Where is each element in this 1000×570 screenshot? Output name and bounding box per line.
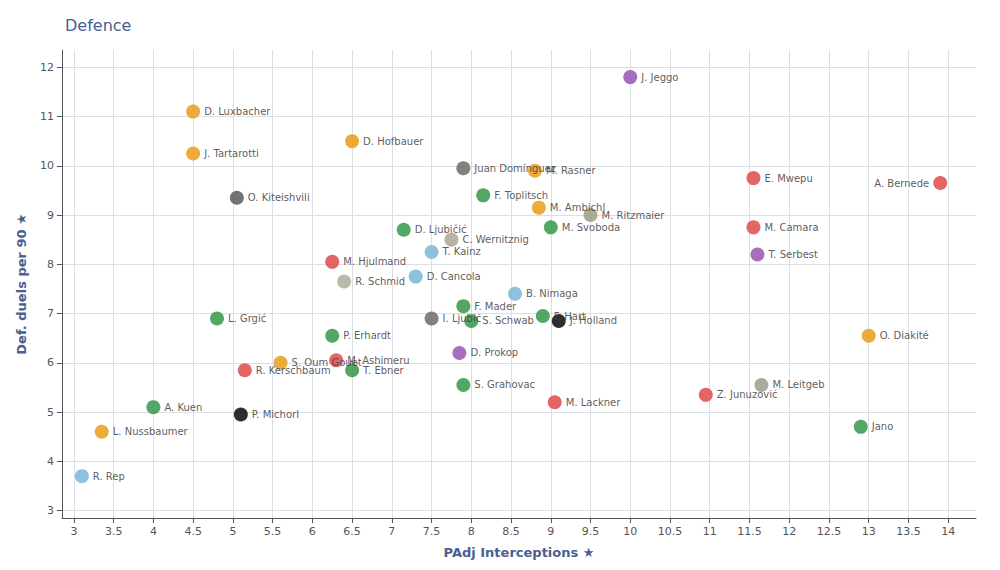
svg-text:10: 10 xyxy=(623,525,637,538)
svg-text:3: 3 xyxy=(47,504,54,517)
svg-text:8.5: 8.5 xyxy=(502,525,520,538)
svg-text:S. Grahovac: S. Grahovac xyxy=(474,379,535,390)
svg-text:M. Lackner: M. Lackner xyxy=(566,397,621,408)
svg-text:L. Nussbaumer: L. Nussbaumer xyxy=(113,426,189,437)
svg-text:O. Kiteishvili: O. Kiteishvili xyxy=(248,192,310,203)
svg-text:D. Luxbacher: D. Luxbacher xyxy=(204,106,271,117)
svg-text:Def. duels per 90 ★: Def. duels per 90 ★ xyxy=(14,213,29,354)
svg-text:M. Rasner: M. Rasner xyxy=(546,165,597,176)
svg-text:12.5: 12.5 xyxy=(817,525,842,538)
svg-text:J. Jeggo: J. Jeggo xyxy=(640,72,678,83)
svg-text:M. Ambichl: M. Ambichl xyxy=(550,202,605,213)
svg-text:3.5: 3.5 xyxy=(105,525,123,538)
svg-text:4: 4 xyxy=(150,525,157,538)
svg-text:Z. Junuzović: Z. Junuzović xyxy=(717,389,778,400)
svg-text:9: 9 xyxy=(547,525,554,538)
svg-text:11: 11 xyxy=(703,525,717,538)
svg-text:7.5: 7.5 xyxy=(423,525,441,538)
svg-text:10.5: 10.5 xyxy=(658,525,683,538)
svg-text:Defence: Defence xyxy=(65,16,131,35)
svg-text:8: 8 xyxy=(47,258,54,271)
svg-text:7: 7 xyxy=(388,525,395,538)
svg-text:L. Grgić: L. Grgić xyxy=(228,313,266,324)
svg-text:M. Ritzmaier: M. Ritzmaier xyxy=(602,210,666,221)
svg-text:A. Kuen: A. Kuen xyxy=(164,402,202,413)
svg-text:4.5: 4.5 xyxy=(184,525,202,538)
svg-text:P. Michorl: P. Michorl xyxy=(252,409,299,420)
svg-text:8: 8 xyxy=(468,525,475,538)
svg-text:B. Nimaga: B. Nimaga xyxy=(526,288,578,299)
svg-text:12: 12 xyxy=(40,61,54,74)
svg-text:I. Ljubić: I. Ljubić xyxy=(443,313,482,324)
svg-text:D. Prokop: D. Prokop xyxy=(470,347,518,358)
svg-text:13.5: 13.5 xyxy=(896,525,921,538)
svg-text:M. Ashimeru: M. Ashimeru xyxy=(347,354,410,366)
svg-text:6: 6 xyxy=(47,356,54,369)
svg-text:10: 10 xyxy=(40,159,54,172)
svg-text:5: 5 xyxy=(47,406,54,419)
svg-text:S. Schwab: S. Schwab xyxy=(482,315,534,326)
svg-text:T. Kainz: T. Kainz xyxy=(442,246,481,257)
svg-text:5.5: 5.5 xyxy=(264,525,282,538)
svg-text:4: 4 xyxy=(47,455,54,468)
svg-text:R. Schmid: R. Schmid xyxy=(355,276,405,287)
svg-text:9: 9 xyxy=(47,209,54,222)
svg-text:F. Toplitsch: F. Toplitsch xyxy=(494,190,548,201)
svg-text:J. Tartarotti: J. Tartarotti xyxy=(203,148,259,159)
svg-text:D. Cancola: D. Cancola xyxy=(427,271,481,282)
svg-text:F. Mader: F. Mader xyxy=(474,301,517,312)
svg-text:5: 5 xyxy=(229,525,236,538)
svg-text:6.5: 6.5 xyxy=(343,525,361,538)
svg-text:M. Hjulmand: M. Hjulmand xyxy=(343,256,406,267)
svg-text:11: 11 xyxy=(40,110,54,123)
svg-text:D. Hofbauer: D. Hofbauer xyxy=(363,136,424,147)
svg-text:Juan Domínguez: Juan Domínguez xyxy=(473,163,556,174)
svg-text:T. Ebner: T. Ebner xyxy=(362,365,404,376)
svg-text:M. Svoboda: M. Svoboda xyxy=(562,222,620,233)
svg-text:M. Leitgeb: M. Leitgeb xyxy=(772,379,824,390)
svg-text:14: 14 xyxy=(941,525,955,538)
svg-text:E. Mwepu: E. Mwepu xyxy=(764,173,812,184)
svg-text:O. Diakité: O. Diakité xyxy=(880,330,929,341)
svg-text:9.5: 9.5 xyxy=(582,525,600,538)
svg-text:11.5: 11.5 xyxy=(737,525,762,538)
svg-text:R. Rep: R. Rep xyxy=(93,471,125,482)
svg-text:M. Camara: M. Camara xyxy=(764,222,818,233)
svg-text:6: 6 xyxy=(309,525,316,538)
svg-text:12: 12 xyxy=(782,525,796,538)
svg-text:Jano: Jano xyxy=(871,421,894,432)
svg-text:PAdj Interceptions ★: PAdj Interceptions ★ xyxy=(444,545,595,560)
svg-text:T. Serbest: T. Serbest xyxy=(767,249,818,260)
svg-text:13: 13 xyxy=(862,525,876,538)
svg-text:A. Bernede: A. Bernede xyxy=(874,178,929,189)
svg-text:7: 7 xyxy=(47,307,54,320)
svg-text:C. Wernitznig: C. Wernitznig xyxy=(462,234,528,245)
svg-text:R. Kerschbaum: R. Kerschbaum xyxy=(256,365,331,376)
svg-text:P. Erhardt: P. Erhardt xyxy=(343,330,391,341)
svg-text:J. Holland: J. Holland xyxy=(569,315,617,326)
svg-text:D. Ljubičić: D. Ljubičić xyxy=(415,224,467,235)
svg-text:3: 3 xyxy=(70,525,77,538)
